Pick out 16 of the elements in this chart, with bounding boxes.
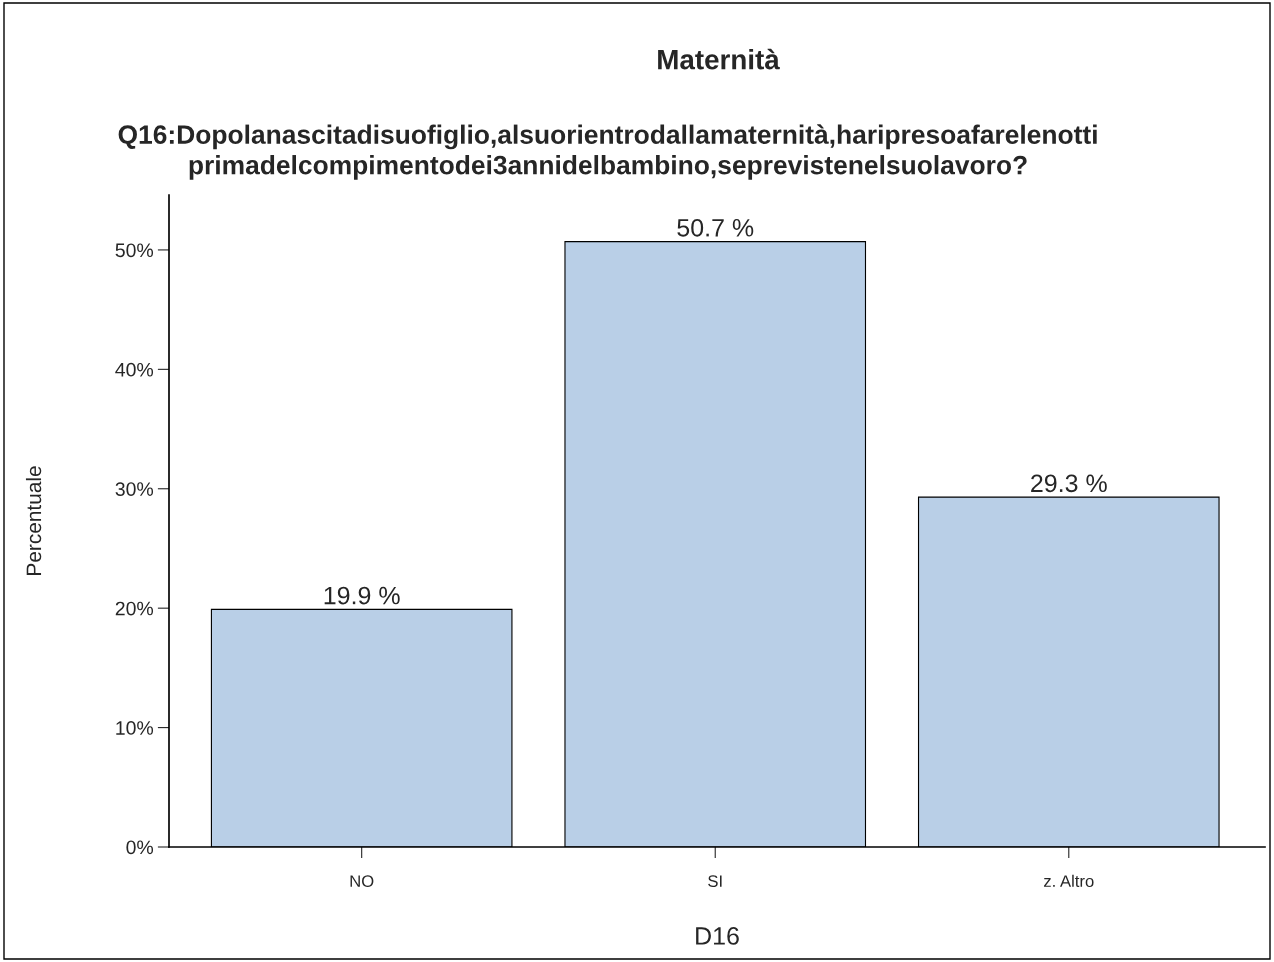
chart-subtitle: Q16:Dopolanascitadisuofiglio,alsuorientrodallamaternità,haripresoafarelenotti primadelcompimentodei3annidelbambino,seprevistenelsuolavoro? [118, 124, 1097, 180]
data-label: 19.9 % [324, 586, 400, 605]
y-tick-label: 20% [115, 601, 154, 616]
y-tick-label: 10% [116, 721, 154, 735]
data-label: 50.7 % [677, 218, 754, 237]
y-tick-label: 50% [115, 243, 154, 258]
y-tick-label: 0% [126, 840, 154, 855]
y-tick-label: 30% [115, 482, 154, 496]
x-tick-label: NO [350, 875, 374, 888]
x-tick-label: z. Altro [1043, 874, 1094, 888]
y-tick-label: 40% [115, 362, 154, 377]
y-axis-title: Percentuale [25, 466, 42, 575]
chart-title: Maternità [658, 48, 780, 70]
x-tick-label: SI [708, 875, 722, 888]
x-axis-title: D16 [696, 927, 739, 945]
data-label: 29.3 % [1031, 474, 1107, 493]
